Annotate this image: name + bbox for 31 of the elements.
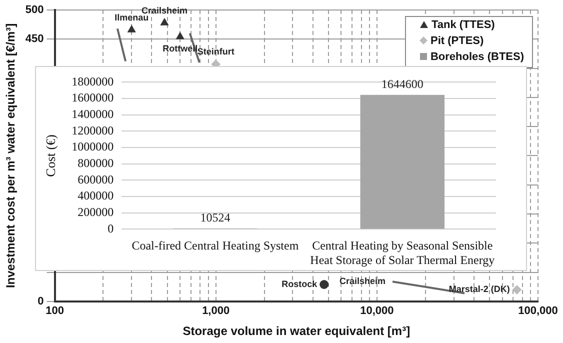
y-tick-label: 450 bbox=[25, 33, 44, 46]
legend-label: Pit (PTES) bbox=[429, 35, 485, 48]
y-tick-label: 400000 bbox=[78, 188, 114, 203]
x-axis-title: Storage volume in water equivalent [m³] bbox=[182, 324, 410, 338]
annotation: Steinfurt bbox=[197, 46, 234, 57]
y-tick-label: 500 bbox=[25, 4, 44, 16]
y-tick-label: 0 bbox=[38, 295, 44, 308]
legend-label: Boreholes (BTES) bbox=[429, 51, 524, 64]
data-label: 1644600 bbox=[381, 77, 424, 92]
y-axis-title: Investment cost per m³ water equivalent [€/m³] bbox=[4, 23, 18, 288]
y-tick-label: 800000 bbox=[78, 156, 114, 170]
annotation: Marstal-2 (DK) bbox=[448, 284, 510, 294]
x-tick-label: 1,000 bbox=[202, 305, 230, 318]
y-axis-title: Cost (€) bbox=[43, 134, 58, 177]
x-tick-label: 100 bbox=[46, 305, 64, 318]
x-tick-label: 10,000 bbox=[360, 305, 394, 318]
x-tick-label: 100,000 bbox=[518, 305, 558, 318]
y-tick-label: 200000 bbox=[78, 205, 114, 220]
y-tick-label: 1400000 bbox=[72, 107, 114, 122]
data-label: 10524 bbox=[200, 210, 230, 224]
y-tick-label: 600000 bbox=[78, 172, 114, 186]
y-tick-label: 1200000 bbox=[72, 123, 114, 138]
legend-label: Tank (TTES) bbox=[430, 19, 496, 32]
y-tick-label: 1800000 bbox=[72, 74, 114, 88]
annotation: Crailsheim bbox=[339, 276, 386, 286]
y-tick-label: 0 bbox=[108, 221, 114, 236]
annotation: Rostock bbox=[282, 278, 318, 289]
y-tick-label: 1000000 bbox=[72, 140, 114, 154]
x-tick-label: Central Heating by Seasonal Sensible Heat Storage of Solar Thermal Energy bbox=[310, 238, 495, 267]
y-tick-label: 1600000 bbox=[72, 90, 114, 105]
x-tick-label: Coal-fired Central Heating System bbox=[132, 238, 300, 253]
